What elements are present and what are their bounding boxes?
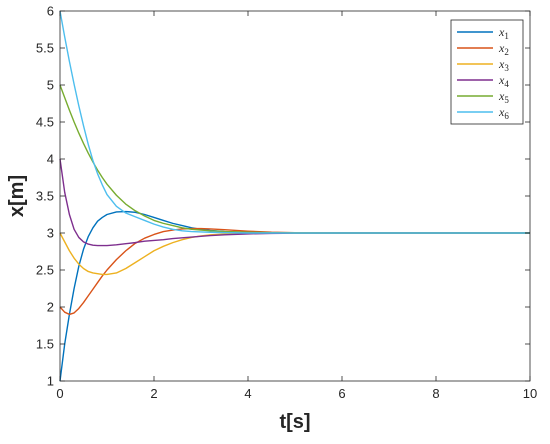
series-line-x6: [59, 10, 530, 234]
x-tick-label: 6: [338, 386, 345, 401]
y-tick-label: 1: [47, 374, 54, 389]
legend-label-x4: x4: [498, 73, 509, 89]
y-axis-title: x[m]: [6, 175, 28, 217]
y-tick-label: 5.5: [36, 41, 54, 56]
y-tick-label: 2: [47, 300, 54, 315]
legend-label-x2: x2: [498, 41, 509, 57]
x-tick-label: 10: [523, 386, 537, 401]
y-tick-label: 3: [47, 226, 54, 241]
y-tick-label: 4.5: [36, 115, 54, 130]
series-layer: [59, 10, 530, 382]
y-tick-label: 1.5: [36, 337, 54, 352]
x-axis-title: t[s]: [279, 411, 310, 433]
x-tick-label: 0: [56, 386, 63, 401]
y-tick-label: 3.5: [36, 189, 54, 204]
legend-label-x1: x1: [498, 25, 509, 41]
y-tick-label: 2.5: [36, 263, 54, 278]
legend-label-x3: x3: [498, 57, 509, 73]
legend-box: [450, 19, 524, 125]
x-tick-label: 8: [432, 386, 439, 401]
y-tick-label: 4: [47, 152, 54, 167]
legend-label-x6: x6: [498, 105, 509, 121]
x-axis: 0 2 4 6 8 10: [56, 11, 537, 401]
y-tick-label: 6: [47, 4, 54, 19]
y-axis: 1 1.5 2 2.5 3 3.5 4 4.5 5 5.5 6: [36, 4, 530, 389]
x-tick-label: 2: [150, 386, 157, 401]
y-tick-label: 5: [47, 78, 54, 93]
legend-label-x5: x5: [498, 89, 509, 105]
x-tick-label: 4: [244, 386, 251, 401]
